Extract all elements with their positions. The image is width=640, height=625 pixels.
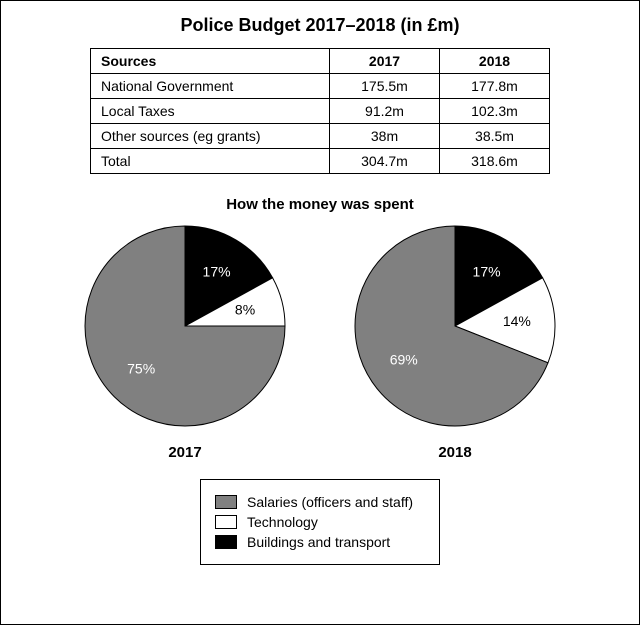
legend-label: Technology [247, 514, 318, 530]
table-row: Other sources (eg grants) 38m 38.5m [91, 124, 550, 149]
cell-source: Local Taxes [91, 99, 330, 124]
cell-2018: 177.8m [440, 74, 550, 99]
pie-label-buildings: 17% [473, 263, 501, 279]
legend-item-buildings: Buildings and transport [215, 534, 425, 550]
cell-2018: 318.6m [440, 149, 550, 174]
cell-2017: 304.7m [330, 149, 440, 174]
pie-label-buildings: 17% [203, 263, 231, 279]
pie-2018: 17% 14% 69% [350, 221, 560, 431]
table-row-total: Total 304.7m 318.6m [91, 149, 550, 174]
legend-box: Salaries (officers and staff) Technology… [200, 479, 440, 565]
legend-item-technology: Technology [215, 514, 425, 530]
cell-2017: 91.2m [330, 99, 440, 124]
swatch-buildings [215, 535, 237, 549]
legend-item-salaries: Salaries (officers and staff) [215, 494, 425, 510]
pie-label-technology: 14% [503, 313, 531, 329]
col-2018: 2018 [440, 49, 550, 74]
cell-2017: 175.5m [330, 74, 440, 99]
pie-2018-year: 2018 [350, 444, 560, 461]
cell-source: National Government [91, 74, 330, 99]
budget-table: Sources 2017 2018 National Government 17… [90, 48, 550, 174]
pie-2017-block: 17% 8% 75% 2017 [80, 221, 290, 461]
legend-label: Buildings and transport [247, 534, 390, 550]
cell-2018: 38.5m [440, 124, 550, 149]
main-title: Police Budget 2017–2018 (in £m) [41, 15, 599, 36]
figure-canvas: Police Budget 2017–2018 (in £m) Sources … [0, 0, 640, 625]
table-row: National Government 175.5m 177.8m [91, 74, 550, 99]
pie-2017-year: 2017 [80, 444, 290, 461]
spending-title: How the money was spent [41, 196, 599, 213]
swatch-salaries [215, 495, 237, 509]
pie-label-salaries: 75% [127, 361, 155, 377]
pie-label-salaries: 69% [390, 352, 418, 368]
pie-label-technology: 8% [235, 301, 255, 317]
table-row: Local Taxes 91.2m 102.3m [91, 99, 550, 124]
cell-source: Total [91, 149, 330, 174]
col-sources: Sources [91, 49, 330, 74]
pie-charts-row: 17% 8% 75% 2017 17% 14% 69% 2018 [41, 221, 599, 461]
legend-label: Salaries (officers and staff) [247, 494, 413, 510]
swatch-technology [215, 515, 237, 529]
table-header-row: Sources 2017 2018 [91, 49, 550, 74]
cell-source: Other sources (eg grants) [91, 124, 330, 149]
col-2017: 2017 [330, 49, 440, 74]
cell-2018: 102.3m [440, 99, 550, 124]
pie-2018-block: 17% 14% 69% 2018 [350, 221, 560, 461]
cell-2017: 38m [330, 124, 440, 149]
pie-2017: 17% 8% 75% [80, 221, 290, 431]
